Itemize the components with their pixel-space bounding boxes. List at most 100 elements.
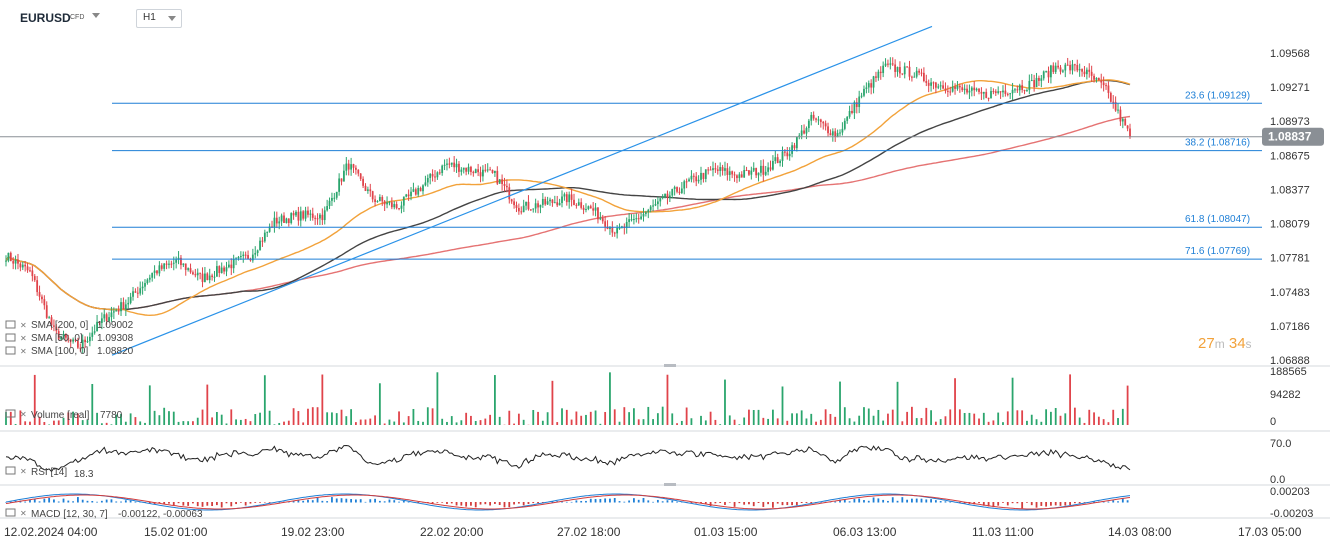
- candle-body: [1050, 65, 1052, 78]
- fib-level-label: 61.8 (1.08047): [1185, 214, 1250, 225]
- macd-histogram-bar: [441, 502, 444, 503]
- candle-body: [918, 70, 921, 73]
- volume-bar: [76, 413, 79, 425]
- macd-histogram-bar: [589, 498, 592, 503]
- macd-histogram-bar: [29, 499, 31, 503]
- volume-bar: [887, 413, 889, 425]
- volume-bar: [1117, 418, 1119, 425]
- candle-body: [831, 131, 834, 136]
- volume-bar: [767, 418, 770, 425]
- volume-label: Volume [real]: [31, 410, 90, 421]
- candle-body: [700, 172, 702, 180]
- volume-bar: [786, 420, 789, 425]
- macd-histogram-bar: [129, 500, 132, 503]
- volume-bar: [987, 421, 990, 425]
- macd-histogram-bar: [1078, 502, 1081, 504]
- macd-histogram-bar: [537, 502, 539, 504]
- volume-bar: [268, 410, 271, 425]
- candle-body: [656, 201, 659, 205]
- candle-body: [927, 82, 930, 86]
- candle-body: [647, 209, 650, 213]
- x-tick-label: 11.03 11:00: [972, 525, 1034, 539]
- volume-bar: [81, 420, 84, 425]
- macd-histogram-bar: [345, 498, 348, 503]
- indicator-close-icon: ✕: [20, 509, 27, 518]
- candle-body: [1097, 77, 1100, 81]
- candle-body: [1081, 69, 1083, 72]
- candle-body: [323, 210, 326, 221]
- candle-body: [378, 197, 381, 202]
- candle-body: [673, 187, 676, 189]
- candle-body: [158, 265, 161, 274]
- macd-histogram-bar: [1112, 500, 1115, 503]
- candle-body: [580, 202, 583, 208]
- macd-histogram-bar: [1011, 502, 1014, 504]
- volume-bar: [628, 412, 631, 425]
- candle-body: [573, 199, 575, 205]
- candle-body: [748, 170, 750, 175]
- volume-bar: [532, 409, 535, 425]
- candle-body: [393, 204, 396, 208]
- candle-body: [388, 202, 391, 204]
- macd-histogram-bar: [383, 501, 386, 503]
- candle-body: [644, 212, 647, 214]
- candle-body: [467, 166, 470, 172]
- macd-histogram-bar: [340, 498, 343, 503]
- candle-body: [1002, 90, 1004, 93]
- macd-histogram-bar: [1054, 502, 1057, 506]
- symbol-chevron-down-icon[interactable]: [92, 13, 100, 18]
- candle-body: [304, 210, 307, 219]
- fib-level-label: 71.6 (1.07769): [1185, 246, 1250, 257]
- macd-histogram-bar: [398, 501, 400, 503]
- candle-body: [1018, 85, 1021, 91]
- candle-body: [553, 202, 556, 204]
- candle-body: [551, 199, 554, 203]
- volume-bar: [67, 412, 70, 425]
- candle-body: [513, 201, 515, 206]
- candle-body: [362, 178, 364, 186]
- volume-bar: [206, 384, 209, 425]
- volume-bar: [455, 422, 458, 425]
- candle-body: [1059, 67, 1062, 72]
- macd-histogram-bar: [1064, 502, 1067, 506]
- candle-body: [472, 171, 475, 174]
- candle-body: [915, 70, 918, 77]
- candle-body: [925, 81, 928, 83]
- macd-histogram-bar: [858, 498, 861, 503]
- candle-body: [345, 163, 348, 171]
- candle-body: [494, 170, 496, 173]
- macd-histogram-bar: [168, 502, 170, 504]
- candle-body: [307, 210, 309, 215]
- candle-body: [997, 91, 1000, 93]
- volume-bar: [38, 416, 41, 425]
- candle-body: [510, 199, 513, 202]
- fib-level-label: 23.6 (1.09129): [1185, 90, 1250, 101]
- volume-bar: [915, 418, 918, 425]
- macd-histogram-bar: [848, 501, 851, 503]
- candle-body: [637, 218, 640, 220]
- candle-body: [1121, 119, 1124, 122]
- candle-body: [661, 196, 664, 199]
- volume-bar: [982, 412, 985, 425]
- indicator-menu-icon: [5, 320, 16, 329]
- candle-countdown: 27m 34s: [1198, 335, 1252, 352]
- macd-histogram-bar: [743, 502, 746, 505]
- volume-bar: [263, 375, 266, 425]
- macd-histogram-bar: [599, 498, 602, 503]
- candle-body: [1038, 77, 1040, 81]
- candle-body: [740, 174, 743, 178]
- candle-body: [1109, 92, 1112, 102]
- timeframe-select[interactable]: H1: [136, 9, 182, 28]
- candle-body: [738, 174, 741, 179]
- candle-body: [949, 91, 952, 93]
- candle-body: [50, 317, 53, 326]
- candle-body: [96, 321, 98, 332]
- candle-body: [283, 215, 285, 223]
- macd-histogram-bar: [1121, 498, 1124, 503]
- macd-histogram-bar: [997, 502, 1000, 506]
- candle-body: [783, 151, 786, 153]
- volume-bar: [369, 418, 372, 425]
- symbol-name[interactable]: EURUSD: [20, 11, 71, 25]
- candle-body: [704, 169, 707, 179]
